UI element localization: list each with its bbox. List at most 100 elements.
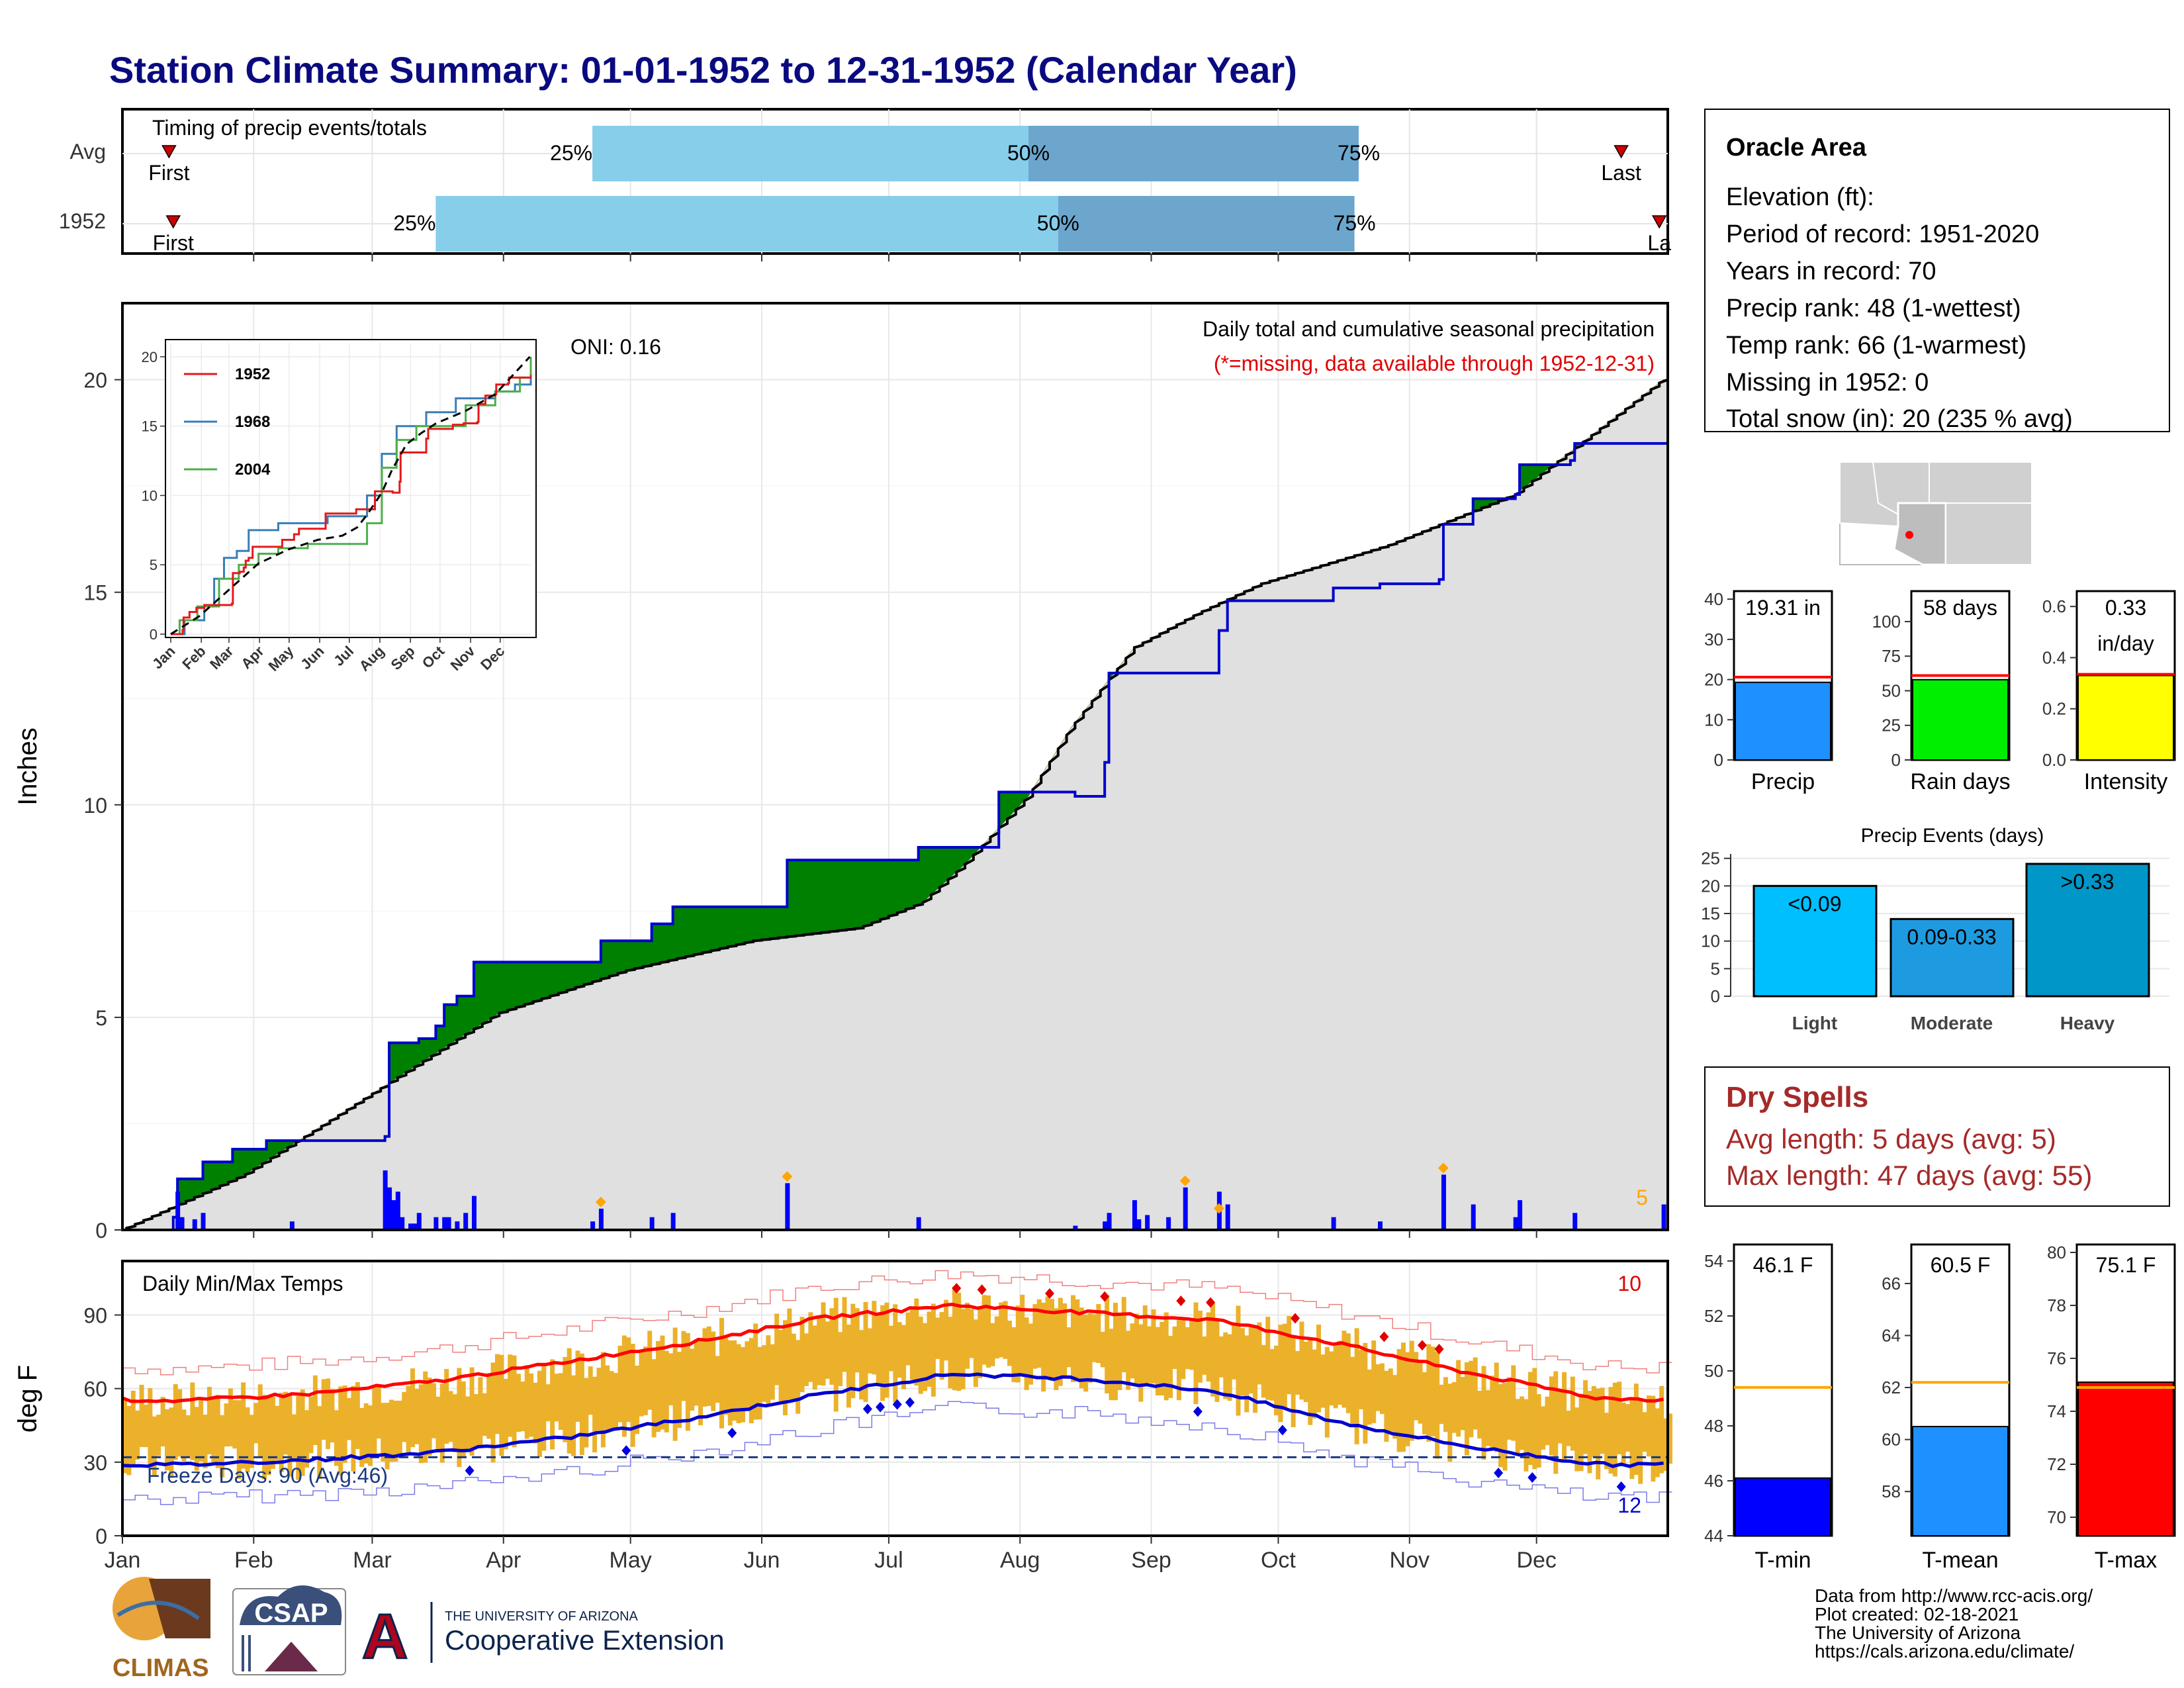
daily-temp-range-bar	[245, 1407, 250, 1473]
daily-precip-bar	[289, 1221, 295, 1230]
daily-temp-range-bar	[1469, 1360, 1474, 1438]
daily-precip-bar	[1661, 1204, 1666, 1230]
temp-bar-value	[1735, 1477, 1831, 1536]
daily-precip-bar	[179, 1217, 185, 1230]
mini-bar-tick-label: 100	[1872, 612, 1901, 632]
daily-temp-range-bar	[1291, 1337, 1296, 1427]
daily-temp-range-bar	[1359, 1350, 1363, 1409]
daily-temp-range-bar	[664, 1350, 669, 1432]
daily-precip-bar	[1145, 1215, 1150, 1230]
daily-temp-range-bar	[1134, 1313, 1139, 1384]
daily-temp-range-bar	[304, 1410, 310, 1468]
precip-y-tick-label: 15	[83, 581, 107, 605]
events-y-tick-label: 20	[1701, 876, 1720, 896]
mini-bar-value-label: 58 days	[1923, 596, 1997, 620]
daily-temp-range-bar	[799, 1317, 805, 1393]
precip-surplus-area	[245, 1149, 250, 1176]
daily-temp-range-bar	[1515, 1399, 1520, 1455]
daily-precip-bar	[590, 1221, 596, 1230]
station-info-frame	[1704, 109, 2170, 432]
month-label: Jul	[874, 1548, 903, 1573]
daily-temp-range-bar	[766, 1335, 771, 1405]
precip-y-label: Inches	[13, 727, 42, 806]
daily-temp-range-bar	[621, 1335, 627, 1437]
precip-surplus-area	[401, 1042, 407, 1076]
precip-surplus-area	[397, 1042, 402, 1079]
daily-temp-range-bar	[148, 1388, 153, 1468]
daily-temp-range-bar	[914, 1298, 919, 1386]
csap-rain-icon	[242, 1635, 244, 1671]
precip-surplus-area	[757, 906, 762, 941]
inset-frame	[165, 339, 537, 638]
precip-surplus-area	[486, 961, 492, 1022]
dry-spells-frame	[1704, 1066, 2170, 1207]
precip-surplus-area	[943, 847, 948, 884]
timing-p50-label: 50%	[1037, 211, 1079, 235]
precip-surplus-area	[926, 847, 932, 900]
daily-temp-range-bar	[232, 1400, 238, 1449]
daily-temp-range-bar	[326, 1378, 331, 1450]
precip-surplus-area	[694, 906, 699, 955]
daily-temp-range-bar	[160, 1397, 165, 1446]
daily-temp-range-bar	[677, 1352, 682, 1429]
daily-temp-range-bar	[1015, 1305, 1021, 1383]
daily-temp-range-bar	[342, 1385, 347, 1464]
record-low-marker-icon	[727, 1427, 737, 1438]
precip-surplus-area	[807, 859, 813, 935]
daily-temp-range-bar	[228, 1388, 233, 1446]
station-line-snow: Total snow (in): 20 (235 % avg)	[1726, 405, 2073, 433]
daily-temp-range-bar	[1087, 1313, 1093, 1383]
daily-temp-range-bar	[651, 1359, 657, 1438]
daily-temp-range-bar	[368, 1405, 373, 1466]
daily-temp-range-bar	[418, 1384, 424, 1464]
month-label: Oct	[1261, 1548, 1296, 1573]
daily-temp-range-bar	[296, 1396, 301, 1480]
inset-background	[165, 340, 536, 637]
precip-surplus-area	[604, 940, 610, 978]
daily-temp-range-bar	[550, 1359, 555, 1450]
event-bar-label: >0.33	[2061, 870, 2115, 894]
temp-bar-tick-label: 46	[1704, 1471, 1723, 1491]
last-event-label: Last	[1601, 161, 1641, 185]
daily-temp-range-bar	[1244, 1335, 1250, 1413]
daily-temp-range-bar	[469, 1367, 475, 1456]
daily-temp-range-bar	[1608, 1387, 1614, 1474]
mini-bar-tick-label: 0	[1714, 750, 1723, 770]
daily-temp-range-bar	[918, 1316, 923, 1394]
last-event-marker-icon	[1651, 215, 1667, 229]
precip-surplus-area	[778, 906, 784, 939]
daily-temp-range-bar	[1604, 1413, 1610, 1470]
precip-surplus-area	[558, 961, 563, 994]
precip-surplus-area	[867, 859, 872, 925]
precip-surplus-area	[215, 1161, 220, 1189]
daily-temp-range-bar	[808, 1312, 813, 1382]
precip-surplus-area	[452, 1004, 457, 1044]
daily-temp-range-bar	[698, 1338, 704, 1426]
inset-y-tick-label: 0	[150, 626, 158, 643]
daily-temp-range-bar	[1409, 1340, 1414, 1441]
daily-temp-range-bar	[355, 1382, 360, 1450]
precip-surplus-area	[833, 859, 839, 932]
temp-y-tick-label: 90	[83, 1304, 107, 1328]
climas-logo-text: CLIMAS	[113, 1654, 209, 1682]
daily-temp-range-bar	[1532, 1368, 1537, 1470]
legend-label-1952: 1952	[235, 365, 270, 383]
daily-temp-range-bar	[537, 1370, 542, 1458]
events-chart: <0.09 Light 0.09-0.33 Moderate >0.33 Heavy 0 5 1…	[1701, 849, 2169, 1033]
precip-surplus-area	[392, 1042, 398, 1082]
daily-temp-range-bar	[681, 1331, 686, 1401]
precip-surplus-area	[228, 1161, 233, 1183]
daily-temp-range-bar	[1520, 1396, 1525, 1450]
event-category-label: Light	[1792, 1013, 1837, 1033]
daily-temp-range-bar	[994, 1316, 999, 1359]
timing-bar-25-50	[592, 126, 1029, 181]
inset-y-tick-label: 5	[150, 557, 158, 573]
record-low-line	[122, 1401, 1672, 1505]
record-high-marker-icon	[977, 1284, 987, 1295]
daily-precip-bar	[598, 1208, 604, 1230]
record-high-marker-icon	[952, 1283, 962, 1294]
precip-surplus-area	[185, 1178, 191, 1202]
daily-temp-range-bar	[893, 1304, 898, 1403]
month-label: Jun	[744, 1548, 780, 1573]
